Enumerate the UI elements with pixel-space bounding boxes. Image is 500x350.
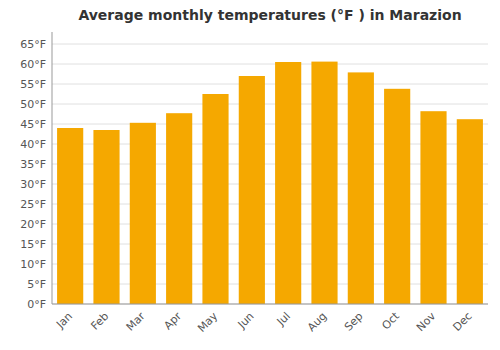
x-tick-label: Dec (450, 310, 474, 334)
bar (93, 130, 119, 304)
x-tick-label: Jun (235, 310, 257, 332)
x-tick-label: Apr (161, 309, 184, 332)
grid-line (52, 64, 488, 65)
x-tick-label: Aug (305, 310, 329, 334)
y-tick-label: 0°F (27, 298, 46, 311)
y-tick-label: 15°F (20, 238, 46, 251)
bar (420, 111, 446, 304)
y-tick-label: 10°F (20, 258, 46, 271)
bar (311, 62, 337, 304)
y-grid (52, 44, 488, 304)
y-tick-label: 55°F (20, 78, 46, 91)
bar (130, 123, 156, 304)
title: Average monthly temperatures (°F ) in Ma… (78, 7, 461, 23)
bar (57, 128, 83, 304)
bars (57, 62, 483, 304)
y-axis-line (52, 32, 53, 304)
x-tick-label: Jul (274, 310, 293, 329)
x-tick-labels: Jan Feb Mar Apr May Jun Jul Aug Sep Oct Nov Dec (53, 309, 475, 335)
bar (348, 72, 374, 304)
bar (239, 76, 265, 304)
x-tick-label: Oct (379, 309, 402, 332)
grid-line (52, 44, 488, 45)
y-tick-label: 40°F (20, 138, 46, 151)
x-tick-label: Nov (414, 309, 439, 334)
bar (275, 62, 301, 304)
bar (384, 89, 410, 304)
x-axis-line (52, 304, 488, 305)
bar (457, 119, 483, 304)
y-tick-label: 30°F (20, 178, 46, 191)
x-tick-label: Jan (53, 310, 75, 332)
grid-line (52, 104, 488, 105)
bar (202, 94, 228, 304)
bar (166, 113, 192, 304)
page: {"chart_data": {"type": "bar", "title": … (0, 0, 500, 350)
x-tick-label: Sep (342, 310, 366, 334)
y-tick-labels: 0°F 5°F 10°F 15°F 20°F 25°F 30°F 35°F 40°F 45°F 50… (20, 38, 46, 311)
x-tick-label: Mar (124, 309, 148, 333)
y-tick-label: 45°F (20, 118, 46, 131)
x-tick-label: May (195, 309, 221, 335)
y-tick-label: 20°F (20, 218, 46, 231)
y-tick-label: 25°F (20, 198, 46, 211)
y-tick-label: 65°F (20, 38, 46, 51)
x-tick-label: Feb (88, 310, 111, 333)
y-tick-label: 5°F (27, 278, 46, 291)
y-tick-label: 50°F (20, 98, 46, 111)
chart: Average monthly temperatures (°F ) in Ma… (0, 0, 500, 350)
y-tick-label: 60°F (20, 58, 46, 71)
y-tick-label: 35°F (20, 158, 46, 171)
grid-line (52, 304, 488, 305)
grid-line (52, 84, 488, 85)
